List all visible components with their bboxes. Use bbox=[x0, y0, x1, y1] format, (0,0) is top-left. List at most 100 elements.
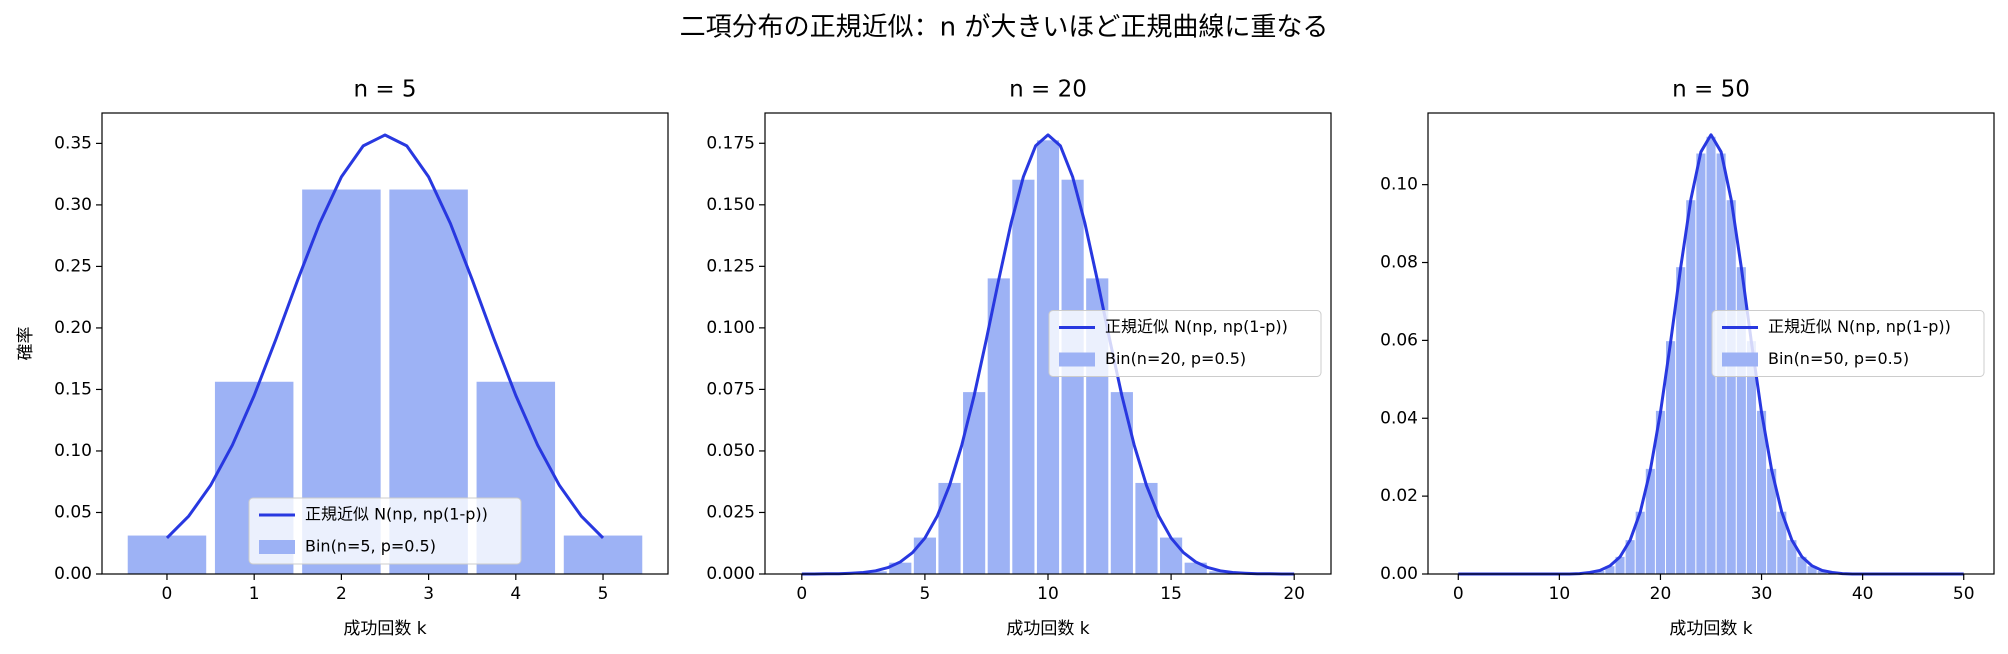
x-tick-label: 5 bbox=[598, 584, 609, 604]
y-tick-label: 0.000 bbox=[706, 564, 755, 584]
bar bbox=[1736, 267, 1746, 574]
normal-curve bbox=[801, 133, 1295, 576]
legend-label: Bin(n=50, p=0.5) bbox=[1768, 349, 1909, 368]
legend-label: Bin(n=5, p=0.5) bbox=[305, 537, 436, 556]
y-tick-label: 0.025 bbox=[706, 502, 755, 522]
x-tick-label: 40 bbox=[1852, 584, 1874, 604]
x-tick-label: 2 bbox=[336, 584, 347, 604]
legend-label: Bin(n=20, p=0.5) bbox=[1105, 349, 1246, 368]
bar bbox=[1726, 200, 1736, 574]
x-tick-label: 20 bbox=[1650, 584, 1672, 604]
y-tick-label: 0.20 bbox=[54, 318, 92, 338]
legend-box bbox=[1048, 310, 1322, 377]
bar bbox=[963, 392, 986, 574]
subplot-title: n = 50 bbox=[1672, 77, 1750, 103]
bar bbox=[1797, 556, 1807, 574]
bar bbox=[913, 537, 936, 574]
x-tick-label: 1 bbox=[249, 584, 260, 604]
legend-swatch bbox=[1722, 352, 1758, 367]
figure-title: 二項分布の正規近似：n が大きいほど正規曲線に重なる bbox=[680, 13, 1329, 43]
x-axis-label: 成功回数 k bbox=[1669, 619, 1752, 639]
bar bbox=[1767, 468, 1777, 574]
bar bbox=[127, 535, 207, 574]
y-tick-label: 0.00 bbox=[1380, 564, 1418, 584]
legend-label: 正規近似 N(np, np(1-p)) bbox=[1768, 317, 1951, 336]
bar bbox=[1595, 570, 1605, 574]
y-tick-label: 0.25 bbox=[54, 256, 92, 276]
y-tick-label: 0.175 bbox=[706, 133, 755, 153]
bar bbox=[1635, 511, 1645, 574]
bar bbox=[1666, 341, 1676, 574]
x-tick-label: 20 bbox=[1283, 584, 1305, 604]
bar bbox=[1184, 562, 1207, 574]
bar bbox=[1036, 140, 1060, 574]
x-tick-label: 0 bbox=[796, 584, 807, 604]
y-tick-label: 0.06 bbox=[1380, 330, 1418, 350]
x-tick-label: 50 bbox=[1953, 584, 1975, 604]
bar bbox=[1605, 566, 1615, 574]
x-tick-label: 4 bbox=[510, 584, 521, 604]
y-tick-label: 0.35 bbox=[54, 133, 92, 153]
bar bbox=[1817, 570, 1827, 574]
x-tick-label: 5 bbox=[919, 584, 930, 604]
bar bbox=[1787, 540, 1797, 574]
x-tick-label: 0 bbox=[1453, 584, 1464, 604]
bar bbox=[1625, 540, 1635, 574]
bar bbox=[1110, 392, 1133, 574]
y-tick-label: 0.050 bbox=[706, 441, 755, 461]
bar bbox=[1746, 341, 1756, 574]
y-tick-label: 0.04 bbox=[1380, 408, 1418, 428]
subplot-title: n = 20 bbox=[1009, 77, 1087, 103]
bar bbox=[1756, 410, 1767, 574]
legend-box bbox=[1711, 310, 1985, 377]
legend: 正規近似 N(np, np(1-p)) Bin(n=50, p=0.5) bbox=[1711, 310, 1985, 377]
bar bbox=[1676, 267, 1686, 574]
bar bbox=[938, 482, 961, 574]
legend-swatch bbox=[259, 540, 295, 554]
y-axis-label: 確率 bbox=[16, 327, 36, 361]
bar bbox=[1777, 511, 1787, 574]
subplot-title: n = 5 bbox=[353, 77, 416, 103]
y-tick-label: 0.02 bbox=[1380, 486, 1418, 506]
y-tick-label: 0.10 bbox=[54, 441, 92, 461]
y-tick-label: 0.150 bbox=[706, 195, 755, 215]
y-tick-label: 0.125 bbox=[706, 256, 755, 276]
y-tick-label: 0.10 bbox=[1380, 175, 1418, 195]
legend-label: 正規近似 N(np, np(1-p)) bbox=[305, 505, 488, 524]
bar bbox=[1807, 566, 1817, 574]
x-tick-label: 0 bbox=[162, 584, 173, 604]
bar bbox=[1655, 410, 1666, 574]
legend-box bbox=[248, 497, 522, 565]
bar bbox=[1615, 556, 1625, 574]
legend: 正規近似 N(np, np(1-p)) Bin(n=5, p=0.5) bbox=[248, 497, 522, 565]
x-tick-label: 30 bbox=[1751, 584, 1773, 604]
bar bbox=[1135, 482, 1158, 574]
y-tick-label: 0.15 bbox=[54, 379, 92, 399]
bar bbox=[1686, 200, 1696, 574]
legend-swatch bbox=[1059, 352, 1095, 367]
bar bbox=[1012, 179, 1035, 574]
x-tick-label: 10 bbox=[1037, 584, 1059, 604]
axes-frame bbox=[1427, 112, 1995, 575]
x-tick-label: 10 bbox=[1549, 584, 1571, 604]
x-axis-label: 成功回数 k bbox=[343, 619, 426, 639]
bar bbox=[987, 278, 1010, 574]
bar bbox=[1645, 468, 1655, 574]
bar bbox=[1696, 153, 1706, 575]
y-tick-label: 0.08 bbox=[1380, 253, 1418, 273]
legend: 正規近似 N(np, np(1-p)) Bin(n=20, p=0.5) bbox=[1048, 310, 1322, 377]
y-tick-label: 0.05 bbox=[54, 502, 92, 522]
y-tick-label: 0.30 bbox=[54, 195, 92, 215]
bar bbox=[1209, 571, 1232, 574]
bar bbox=[889, 562, 912, 574]
y-tick-label: 0.00 bbox=[54, 564, 92, 584]
bar bbox=[864, 571, 887, 574]
bar bbox=[1706, 136, 1716, 574]
axes-frame bbox=[101, 112, 669, 575]
y-tick-label: 0.075 bbox=[706, 379, 755, 399]
normal-curve bbox=[165, 133, 605, 540]
x-axis-label: 成功回数 k bbox=[1006, 619, 1089, 639]
x-tick-label: 3 bbox=[423, 584, 434, 604]
